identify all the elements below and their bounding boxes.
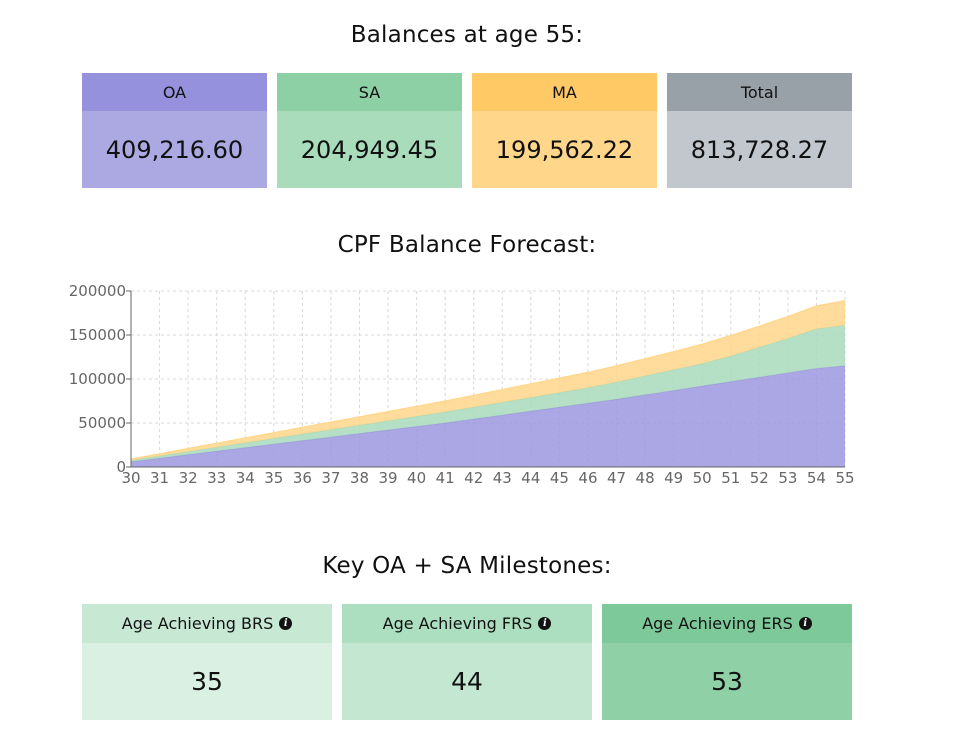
oa-card-value: 409,216.60 <box>82 111 267 188</box>
x-tick-label: 44 <box>521 469 540 487</box>
ma-card-value: 199,562.22 <box>472 111 657 188</box>
sa-balance-card: SA 204,949.45 <box>277 73 462 188</box>
y-tick-label: 200000 <box>69 282 126 300</box>
sa-card-header: SA <box>277 73 462 111</box>
x-tick-label: 51 <box>721 469 740 487</box>
x-tick-label: 39 <box>378 469 397 487</box>
x-tick-label: 54 <box>807 469 826 487</box>
oa-card-header: OA <box>82 73 267 111</box>
ma-balance-card: MA 199,562.22 <box>472 73 657 188</box>
ers-card-value: 53 <box>602 643 852 720</box>
x-tick-label: 49 <box>664 469 683 487</box>
x-tick-label: 32 <box>179 469 198 487</box>
info-icon[interactable]: i <box>279 617 293 630</box>
y-tick-label: 0 <box>116 458 126 476</box>
x-tick-label: 30 <box>121 469 140 487</box>
x-tick-label: 35 <box>264 469 283 487</box>
milestones-title: Key OA + SA Milestones: <box>322 553 612 579</box>
brs-milestone-card: Age Achieving BRS i 35 <box>82 604 332 720</box>
x-tick-label: 48 <box>636 469 655 487</box>
balances-title: Balances at age 55: <box>350 22 584 48</box>
y-tick-label: 50000 <box>78 414 126 432</box>
x-tick-label: 34 <box>236 469 255 487</box>
x-tick-label: 46 <box>578 469 597 487</box>
sa-card-value: 204,949.45 <box>277 111 462 188</box>
brs-card-value: 35 <box>82 643 332 720</box>
x-tick-label: 55 <box>835 469 854 487</box>
x-tick-label: 45 <box>550 469 569 487</box>
x-tick-label: 38 <box>350 469 369 487</box>
x-tick-label: 31 <box>150 469 169 487</box>
oa-balance-card: OA 409,216.60 <box>82 73 267 188</box>
forecast-title: CPF Balance Forecast: <box>337 232 597 258</box>
ma-card-header: MA <box>472 73 657 111</box>
frs-card-label: Age Achieving FRS <box>382 614 533 633</box>
frs-milestone-card: Age Achieving FRS i 44 <box>342 604 592 720</box>
x-tick-label: 36 <box>293 469 312 487</box>
ers-card-header: Age Achieving ERS i <box>602 604 852 643</box>
x-tick-label: 52 <box>750 469 769 487</box>
area-series-line-3 <box>130 300 846 460</box>
y-tick-label: 150000 <box>69 326 126 344</box>
x-tick-label: 40 <box>407 469 426 487</box>
x-tick-label: 50 <box>693 469 712 487</box>
x-tick-label: 41 <box>436 469 455 487</box>
x-tick-label: 33 <box>207 469 226 487</box>
ers-card-label: Age Achieving ERS <box>642 614 793 633</box>
frs-card-value: 44 <box>342 643 592 720</box>
total-card-value: 813,728.27 <box>667 111 852 188</box>
total-balance-card: Total 813,728.27 <box>667 73 852 188</box>
total-card-header: Total <box>667 73 852 111</box>
frs-card-header: Age Achieving FRS i <box>342 604 592 643</box>
y-tick-label: 100000 <box>69 370 126 388</box>
x-tick-label: 37 <box>321 469 340 487</box>
info-icon[interactable]: i <box>798 617 812 630</box>
forecast-chart-svg: 0 50000 100000 150000 200000 30 31 32 33 34 35 36 37… <box>69 282 855 487</box>
ers-milestone-card: Age Achieving ERS i 53 <box>602 604 852 720</box>
brs-card-label: Age Achieving BRS <box>121 614 274 633</box>
forecast-chart: 0 50000 100000 150000 200000 30 31 32 33 34 35 36 37… <box>0 270 960 500</box>
x-tick-label: 47 <box>607 469 626 487</box>
x-tick-label: 43 <box>493 469 512 487</box>
x-tick-label: 42 <box>464 469 483 487</box>
info-icon[interactable]: i <box>538 617 552 630</box>
x-tick-label: 53 <box>778 469 797 487</box>
brs-card-header: Age Achieving BRS i <box>82 604 332 643</box>
area-series-1 <box>131 365 845 467</box>
